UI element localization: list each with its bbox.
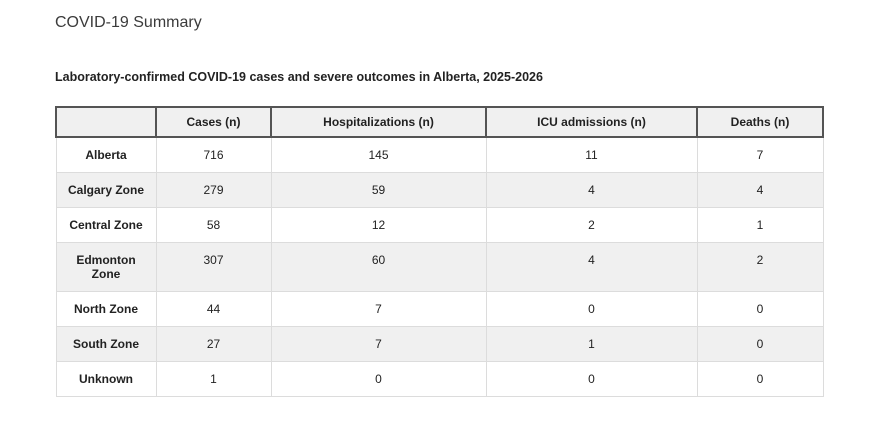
row-label: Unknown [55, 361, 157, 397]
cell-value: 4 [485, 242, 698, 292]
table-row: Edmonton Zone 307 60 4 2 [55, 242, 824, 292]
cell-value: 59 [270, 172, 487, 208]
column-header-icu-admissions: ICU admissions (n) [485, 106, 698, 138]
cell-value: 0 [485, 361, 698, 397]
cell-value: 7 [696, 136, 824, 173]
cell-value: 1 [696, 207, 824, 243]
table-header-row: Cases (n) Hospitalizations (n) ICU admis… [55, 106, 824, 138]
column-header-hospitalizations: Hospitalizations (n) [270, 106, 487, 138]
cell-value: 1 [155, 361, 272, 397]
cell-value: 60 [270, 242, 487, 292]
cell-value: 1 [485, 326, 698, 362]
cell-value: 58 [155, 207, 272, 243]
table-row: Calgary Zone 279 59 4 4 [55, 172, 824, 208]
cell-value: 2 [485, 207, 698, 243]
cell-value: 27 [155, 326, 272, 362]
cell-value: 0 [485, 291, 698, 327]
cell-value: 0 [270, 361, 487, 397]
table-row: Alberta 716 145 11 7 [55, 136, 824, 173]
page-title: COVID-19 Summary [55, 14, 202, 31]
row-label: South Zone [55, 326, 157, 362]
row-label: Alberta [55, 136, 157, 173]
row-label: Central Zone [55, 207, 157, 243]
table-caption: Laboratory-confirmed COVID-19 cases and … [55, 70, 543, 84]
covid-summary-table: Cases (n) Hospitalizations (n) ICU admis… [55, 106, 824, 397]
column-header-region [55, 106, 157, 138]
table-row: Central Zone 58 12 2 1 [55, 207, 824, 243]
table-row: South Zone 27 7 1 0 [55, 326, 824, 362]
cell-value: 307 [155, 242, 272, 292]
row-label: Edmonton Zone [55, 242, 157, 292]
table-row: North Zone 44 7 0 0 [55, 291, 824, 327]
column-header-cases: Cases (n) [155, 106, 272, 138]
cell-value: 716 [155, 136, 272, 173]
cell-value: 12 [270, 207, 487, 243]
cell-value: 0 [696, 291, 824, 327]
cell-value: 2 [696, 242, 824, 292]
table-row: Unknown 1 0 0 0 [55, 361, 824, 397]
table-header: Cases (n) Hospitalizations (n) ICU admis… [55, 106, 824, 138]
page-container: COVID-19 Summary Laboratory-confirmed CO… [55, 14, 824, 397]
cell-value: 4 [696, 172, 824, 208]
cell-value: 4 [485, 172, 698, 208]
row-label: North Zone [55, 291, 157, 327]
cell-value: 11 [485, 136, 698, 173]
cell-value: 7 [270, 291, 487, 327]
table-body: Alberta 716 145 11 7 Calgary Zone 279 59 4 4 Centr… [55, 136, 824, 397]
cell-value: 0 [696, 326, 824, 362]
column-header-deaths: Deaths (n) [696, 106, 824, 138]
row-label: Calgary Zone [55, 172, 157, 208]
cell-value: 7 [270, 326, 487, 362]
cell-value: 145 [270, 136, 487, 173]
cell-value: 0 [696, 361, 824, 397]
cell-value: 279 [155, 172, 272, 208]
cell-value: 44 [155, 291, 272, 327]
